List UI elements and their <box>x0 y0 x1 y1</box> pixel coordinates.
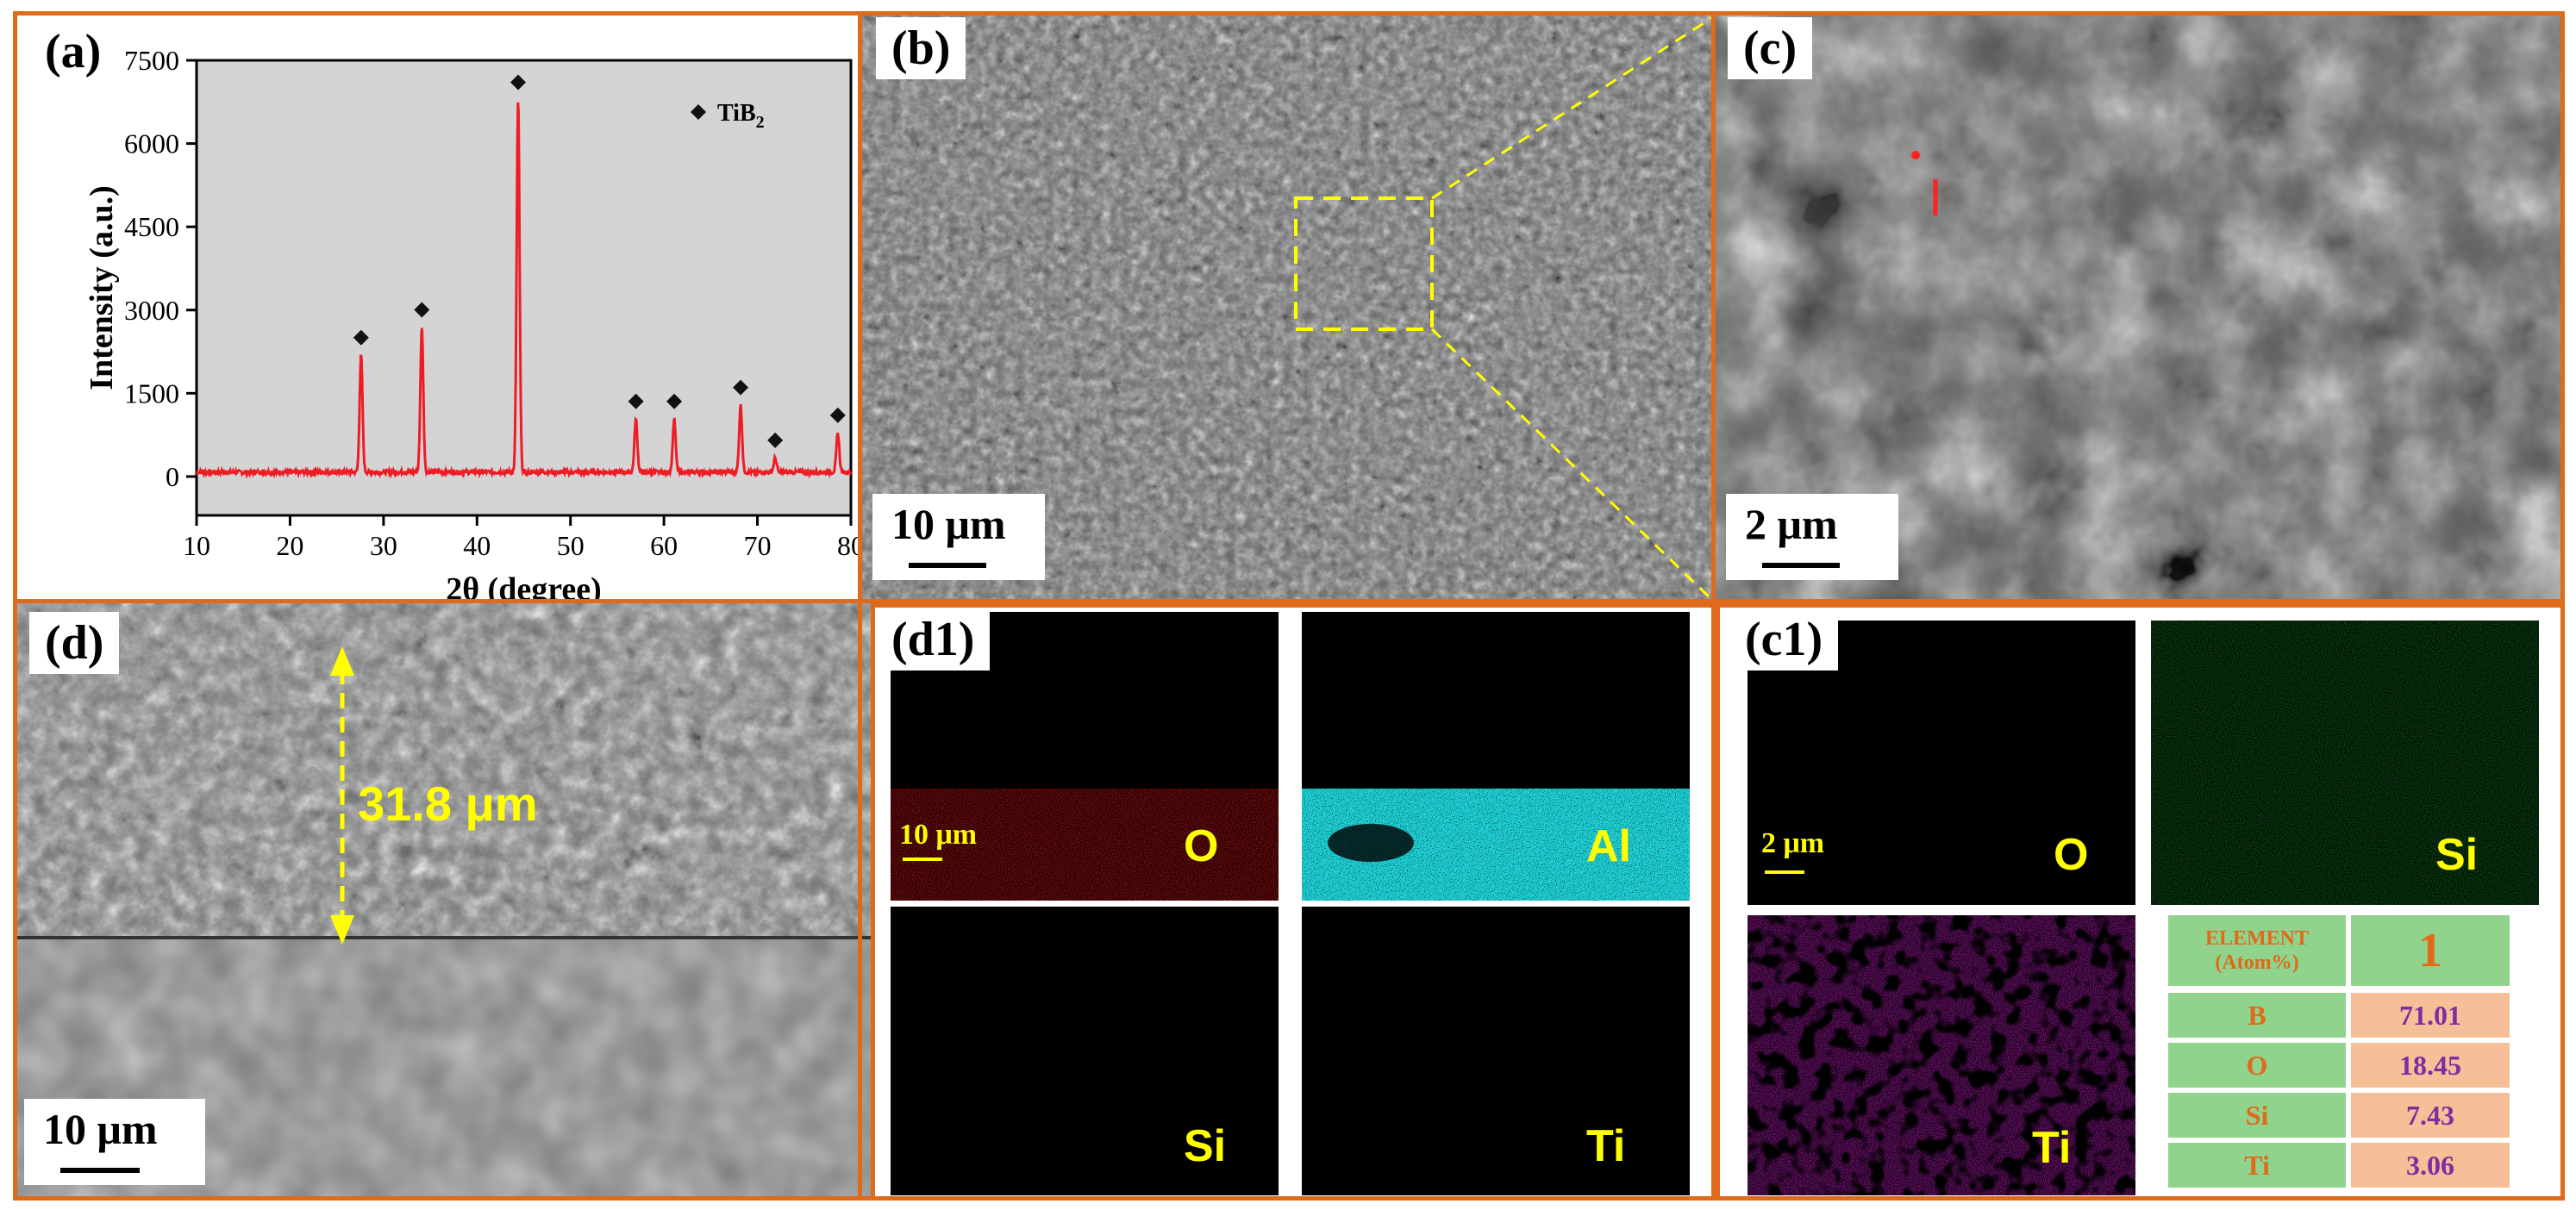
element-label-ti: Ti <box>1586 1121 1626 1171</box>
y-tick-label: 6000 <box>124 128 179 159</box>
peak-marker <box>353 329 369 346</box>
panel-a-label: (a) <box>45 25 102 78</box>
panel-d1-label: (d1) <box>876 608 991 670</box>
zoom-region-box <box>1294 196 1434 331</box>
element-label-si: Si <box>1184 1121 1227 1171</box>
x-tick-label: 10 <box>183 530 210 561</box>
table-header-element: ELEMENT (Atom%) <box>2168 915 2346 986</box>
eds-composition-table: ELEMENT (Atom%) 1 B 71.01 O 18.45 Si 7.4… <box>2168 915 2513 1196</box>
table-row-value: 71.01 <box>2351 993 2510 1038</box>
panel-d1-eds-maps: 10 μm O Al Si Ti (d1) <box>858 599 1720 1201</box>
peak-marker <box>767 432 784 448</box>
y-tick-label: 7500 <box>124 45 179 76</box>
eds-map-ti-surface: Ti <box>1748 915 2135 1195</box>
peak-marker <box>414 302 430 318</box>
panel-b-label: (b) <box>876 17 966 79</box>
panel-d-cross-section: (d) 31.8 μm 10 μm <box>13 599 875 1201</box>
y-tick-label: 4500 <box>124 211 179 242</box>
panel-c1-eds-maps: 2 μm O Si Ti ELEMENT (Atom%) 1 B 71.01 O… <box>1711 599 2565 1201</box>
panel-d-label: (d) <box>29 612 120 674</box>
plot-area <box>195 59 853 517</box>
xrd-trace <box>196 102 852 479</box>
element-label-ti-surface: Ti <box>2032 1123 2072 1173</box>
table-row-element: Si <box>2168 1093 2346 1138</box>
peak-marker <box>829 407 846 423</box>
legend-marker <box>691 104 706 120</box>
y-axis-label: Intensity (a.u.) <box>84 185 120 390</box>
sem-zoom-image <box>1716 16 2560 603</box>
y-tick-label: 0 <box>166 461 179 492</box>
table-row-value: 18.45 <box>2351 1043 2510 1088</box>
eds-map-si-cross: Si <box>891 907 1279 1195</box>
peak-marker <box>733 379 749 396</box>
peak-marker <box>510 74 526 90</box>
table-row-element: O <box>2168 1043 2346 1088</box>
table-row-value: 3.06 <box>2351 1143 2510 1188</box>
scale-bar-b: 10 μm <box>872 494 1045 580</box>
eds-point-marker <box>1911 151 1920 159</box>
x-tick-label: 50 <box>557 530 585 561</box>
coating-thickness-label: 31.8 μm <box>358 777 538 831</box>
xrd-chart: 10 20 30 40 50 60 70 800150030004500600075002θ … <box>84 45 865 603</box>
peak-marker <box>666 393 683 409</box>
table-row-element: B <box>2168 993 2346 1038</box>
sem-cross-section-image <box>17 603 871 1196</box>
eds-map-ti-cross: Ti <box>1302 907 1690 1195</box>
panel-c-sem: (c) 2 μm <box>1711 11 2565 608</box>
element-label-o-surface: O <box>2054 830 2089 880</box>
element-label-al: Al <box>1586 821 1631 871</box>
element-label-o: O <box>1184 821 1219 871</box>
x-tick-label: 40 <box>463 530 491 561</box>
y-tick-label: 3000 <box>124 295 179 326</box>
x-tick-label: 30 <box>370 530 397 561</box>
x-tick-label: 70 <box>744 530 772 561</box>
x-tick-label: 20 <box>276 530 303 561</box>
eds-map-al-cross: Al <box>1302 612 1690 901</box>
y-tick-label: 1500 <box>124 377 179 409</box>
table-row-value: 7.43 <box>2351 1093 2510 1138</box>
x-tick-label: 60 <box>650 530 678 561</box>
peak-marker <box>628 393 644 409</box>
x-axis-label: 2θ (degree) <box>446 571 602 603</box>
scale-bar-c: 2 μm <box>1726 494 1898 580</box>
panel-c1-label: (c1) <box>1729 608 1839 670</box>
scale-bar-d: 10 μm <box>24 1099 205 1185</box>
element-label-si-surface: Si <box>2435 830 2479 880</box>
table-row-element: Ti <box>2168 1143 2346 1188</box>
table-header-point: 1 <box>2351 915 2510 986</box>
panel-b-sem: (b) 10 μm <box>858 11 1720 608</box>
eds-map-si-surface: Si <box>2151 621 2539 905</box>
panel-a-xrd: (a) 10 20 30 40 50 60 70 80 0 1500 3000 4500 6000 750… <box>13 11 875 608</box>
panel-c-label: (c) <box>1728 17 1813 79</box>
scale-label-c1: 2 μm <box>1761 827 1825 859</box>
scale-label-d1: 10 μm <box>899 819 978 851</box>
